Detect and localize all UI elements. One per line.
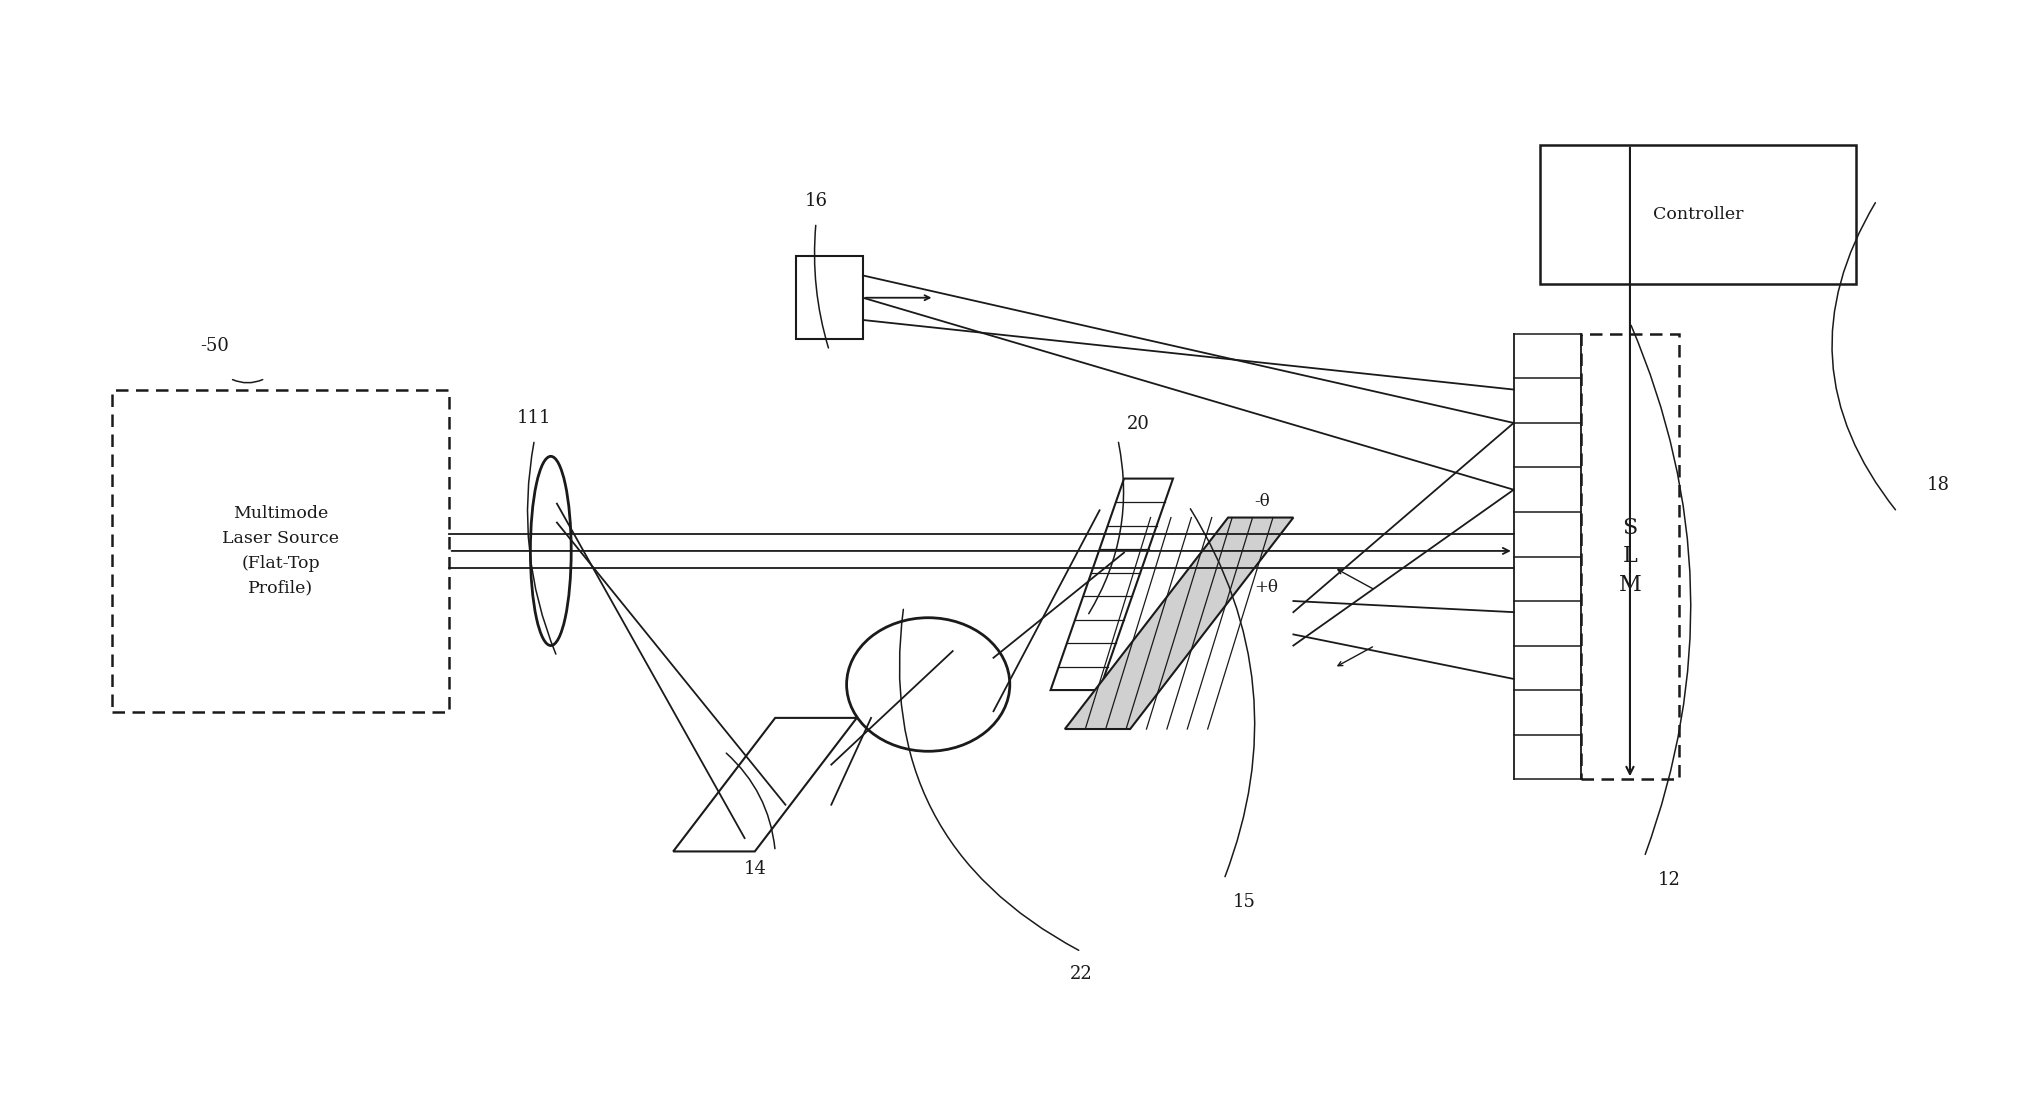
Polygon shape [1064,518,1293,729]
Text: S
L
M: S L M [1617,516,1641,597]
Polygon shape [795,256,862,339]
Text: -θ: -θ [1254,493,1270,511]
Polygon shape [673,718,856,851]
Text: Controller: Controller [1652,206,1743,223]
Text: 12: 12 [1656,870,1680,889]
Text: 14: 14 [742,859,767,878]
Text: -50: -50 [200,336,228,355]
Text: 16: 16 [803,191,828,210]
Text: +θ: +θ [1254,579,1278,597]
Text: 20: 20 [1126,414,1150,433]
Text: Multimode
Laser Source
(Flat-Top
Profile): Multimode Laser Source (Flat-Top Profile… [222,505,338,597]
Text: 111: 111 [518,408,551,427]
Text: 15: 15 [1232,893,1256,912]
Polygon shape [1050,479,1172,690]
Text: 18: 18 [1925,475,1949,494]
Polygon shape [1539,145,1855,284]
Text: 22: 22 [1068,965,1093,984]
